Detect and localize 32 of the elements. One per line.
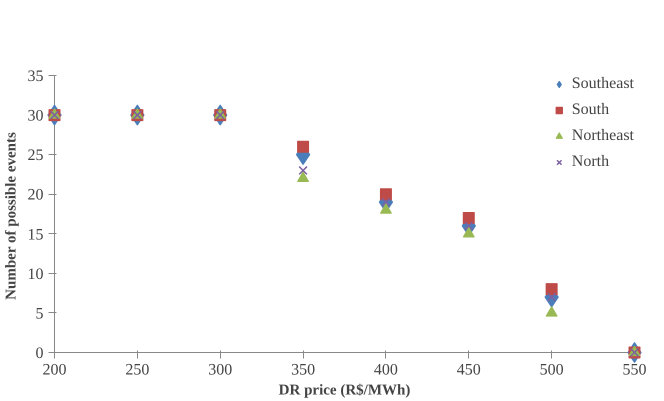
x-tick-label: 350 (291, 362, 316, 378)
point (297, 140, 310, 153)
legend-label: Southeast (572, 75, 634, 93)
point (298, 166, 308, 176)
x-tick-label: 400 (374, 362, 398, 378)
y-tick-label: 15 (28, 226, 44, 244)
legend-label: Northeast (572, 127, 634, 145)
legend-label: South (572, 101, 610, 119)
point (381, 197, 391, 207)
y-tick-label: 20 (28, 186, 44, 204)
y-tick-label: 30 (28, 108, 44, 125)
x-tick-label: 500 (540, 362, 564, 378)
point (546, 306, 558, 317)
point (546, 283, 558, 296)
y-tick-label: 5 (36, 305, 44, 322)
legend-label: North (572, 153, 610, 171)
point (464, 221, 474, 231)
point (462, 212, 475, 224)
point (297, 172, 310, 182)
y-tick-label: 10 (28, 266, 44, 283)
x-tick-label: 450 (456, 362, 481, 378)
x-tick-label: 550 (622, 362, 646, 378)
point (380, 203, 392, 214)
y-tick-label: 0 (36, 345, 44, 362)
x-tick-label: 250 (125, 362, 150, 378)
point (380, 188, 392, 200)
y-tick-label: 35 (28, 68, 44, 85)
x-axis-title: DR price (R$/MWh) (278, 382, 410, 398)
x-tick-label: 300 (208, 362, 232, 378)
y-axis-title: Number of possible events (4, 132, 20, 300)
y-tick-label: 25 (28, 147, 44, 164)
x-tick-label: 200 (42, 362, 66, 378)
